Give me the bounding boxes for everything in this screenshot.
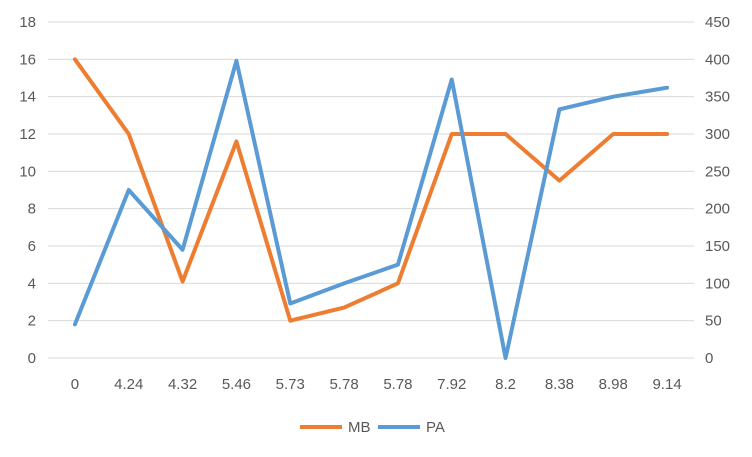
legend-label-mb: MB — [348, 419, 371, 436]
y-right-tick-label: 350 — [705, 89, 730, 106]
y-left-tick-label: 14 — [19, 89, 36, 106]
x-tick-label: 5.73 — [276, 376, 305, 393]
y-right-tick-label: 0 — [705, 350, 713, 367]
y-right-tick-label: 150 — [705, 238, 730, 255]
y-left-tick-label: 4 — [28, 275, 36, 292]
y-right-tick-label: 50 — [705, 313, 722, 330]
x-tick-label: 5.78 — [383, 376, 412, 393]
y-right-tick-label: 450 — [705, 14, 730, 31]
y-left-tick-label: 2 — [28, 313, 36, 330]
y-left-tick-label: 0 — [28, 350, 36, 367]
y-right-tick-label: 100 — [705, 275, 730, 292]
series-line-mb — [72, 57, 670, 323]
x-tick-label: 8.2 — [495, 376, 516, 393]
x-tick-label: 0 — [71, 376, 79, 393]
legend: MB PA — [300, 419, 445, 436]
y-right-tick-label: 300 — [705, 126, 730, 143]
y-left-tick-label: 10 — [19, 163, 36, 180]
y-right-tick-label: 250 — [705, 163, 730, 180]
x-tick-label: 5.78 — [329, 376, 358, 393]
gridlines — [48, 21, 694, 359]
x-tick-label: 8.98 — [599, 376, 628, 393]
series-line-pa — [72, 58, 670, 360]
y-left-tick-label: 8 — [28, 201, 36, 218]
left-y-axis: 0 2 4 6 8 10 12 14 16 18 — [19, 14, 36, 367]
x-tick-label: 5.46 — [222, 376, 251, 393]
y-right-tick-label: 200 — [705, 201, 730, 218]
y-left-tick-label: 6 — [28, 238, 36, 255]
y-left-tick-label: 12 — [19, 126, 36, 143]
x-tick-label: 8.38 — [545, 376, 574, 393]
y-right-tick-label: 400 — [705, 51, 730, 68]
right-y-axis: 0 50 100 150 200 250 300 350 400 450 — [705, 14, 730, 367]
x-axis: 0 4.24 4.32 5.46 5.73 5.78 5.78 7.92 8.2 8.38 8.98… — [71, 376, 682, 393]
y-left-tick-label: 16 — [19, 51, 36, 68]
x-tick-label: 4.32 — [168, 376, 197, 393]
series-lines — [72, 57, 670, 360]
x-tick-label: 4.24 — [114, 376, 143, 393]
x-tick-label: 9.14 — [652, 376, 681, 393]
legend-label-pa: PA — [426, 419, 445, 436]
x-tick-label: 7.92 — [437, 376, 466, 393]
y-left-tick-label: 18 — [19, 14, 36, 31]
